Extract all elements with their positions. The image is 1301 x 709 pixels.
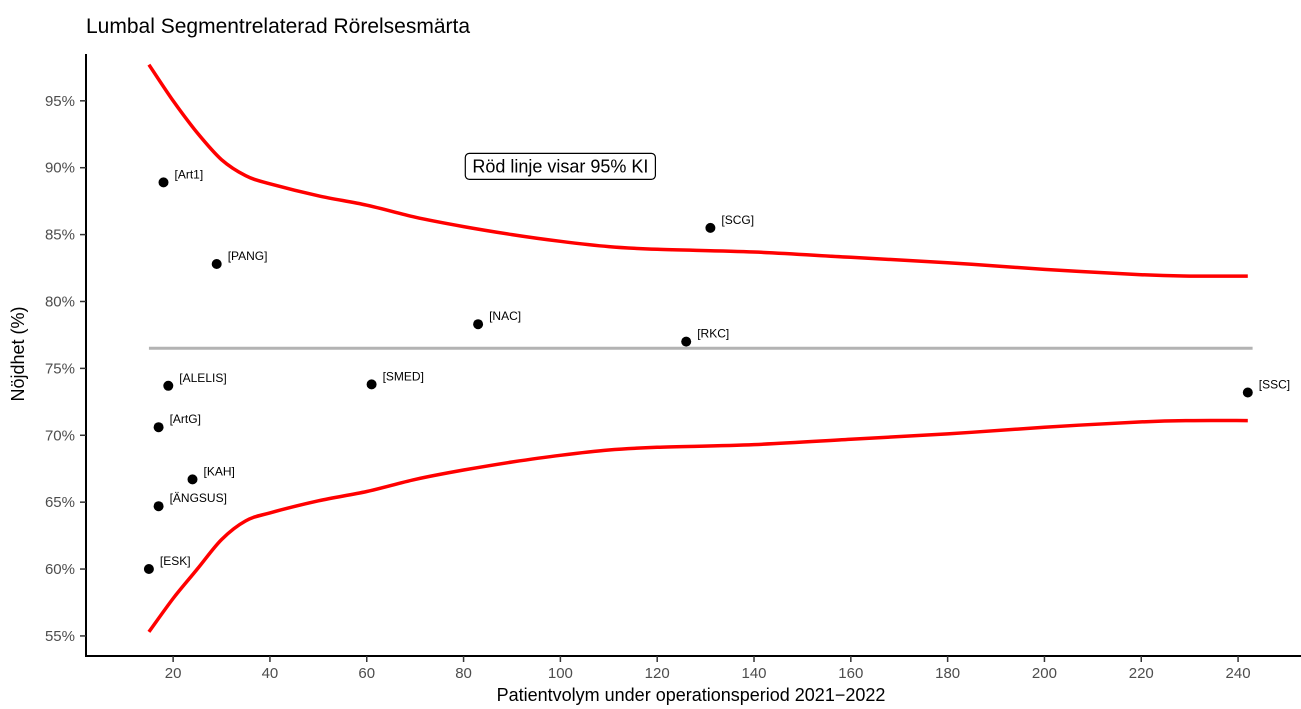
plot-area: [Art1] [PANG] [SCG] [NAC] [RKC] [ALELIS] [SMED…: [143, 63, 1290, 633]
data-point: [187, 474, 198, 485]
data-point-label: [ÄNGSUS]: [170, 491, 227, 505]
y-tick-label: 75%: [45, 360, 75, 377]
x-tick-label: 200: [1032, 665, 1057, 682]
lower-ci-line: [147, 418, 1248, 633]
data-point-label: [ESK]: [160, 554, 191, 568]
data-point-label: [Art1]: [175, 167, 204, 181]
x-tick-label: 160: [838, 665, 863, 682]
x-tick-label: 220: [1129, 665, 1154, 682]
data-point-label: [SCG]: [721, 213, 754, 227]
data-point: [681, 336, 692, 347]
y-tick-label: 60%: [45, 561, 75, 578]
data-point: [153, 501, 164, 512]
x-tick-label: 40: [262, 665, 279, 682]
y-tick-label: 95%: [45, 93, 75, 110]
data-point-label: [KAH]: [204, 464, 235, 478]
chart-title: Lumbal Segmentrelaterad Rörelsesmärta: [86, 15, 470, 38]
data-point-label: [NAC]: [489, 309, 521, 323]
data-point: [211, 259, 222, 269]
x-tick-label: 80: [455, 665, 472, 682]
data-point-label: [ArtG]: [170, 412, 201, 426]
y-tick-label: 80%: [45, 293, 75, 310]
annotation: Röd linje visar 95% KI: [464, 152, 656, 180]
data-point: [705, 222, 716, 233]
x-tick-label: 120: [645, 665, 670, 682]
annotation-text: Röd linje visar 95% KI: [472, 156, 648, 176]
data-point: [158, 177, 169, 188]
y-tick-label: 55%: [45, 628, 75, 645]
data-point: [366, 379, 377, 390]
data-point-label: [ALELIS]: [179, 371, 226, 385]
x-tick-label: 20: [165, 665, 182, 682]
data-point: [1242, 387, 1253, 398]
x-tick-label: 140: [741, 665, 766, 682]
y-tick-label: 85%: [45, 227, 75, 244]
y-tick-label: 70%: [45, 427, 75, 444]
x-tick-label: 180: [935, 665, 960, 682]
data-point-label: [SSC]: [1259, 378, 1290, 392]
data-point: [153, 422, 164, 433]
y-axis-title: Nöjdhet (%): [8, 306, 28, 401]
y-tick-label: 90%: [45, 160, 75, 177]
upper-ci-line: [147, 63, 1248, 278]
data-point: [473, 319, 484, 330]
data-point-label: [SMED]: [383, 369, 424, 383]
axis-ticks: 20 40 60 80 100 120 140 160 180 200 220 240 55% 60% 65…: [45, 93, 1251, 682]
data-point: [163, 380, 174, 391]
data-point-label: [RKC]: [697, 327, 729, 341]
data-point-label: [PANG]: [228, 249, 268, 263]
x-axis-title: Patientvolym under operationsperiod 2021…: [497, 685, 886, 705]
data-point: [143, 564, 154, 574]
x-tick-label: 240: [1226, 665, 1251, 682]
y-tick-label: 65%: [45, 494, 75, 511]
x-tick-label: 100: [548, 665, 573, 682]
x-tick-label: 60: [358, 665, 375, 682]
annotation-box: [464, 152, 656, 180]
